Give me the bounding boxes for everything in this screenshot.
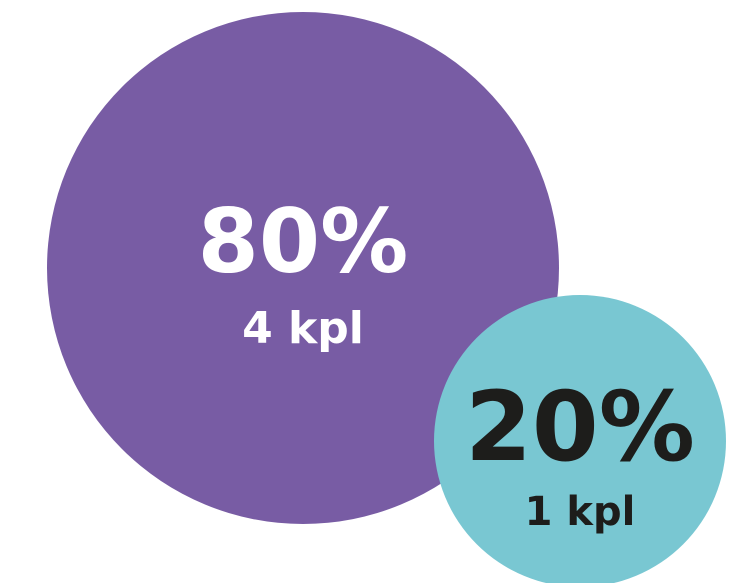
bubble-1-percent-label: 80% — [198, 190, 409, 293]
bubble-2-count-label: 1 kpl — [525, 489, 636, 535]
bubble-2 — [434, 295, 726, 587]
bubble-1 — [47, 12, 559, 524]
bubble-2-percent-label: 20% — [465, 371, 695, 483]
bubble-1-count-label: 4 kpl — [242, 303, 364, 354]
